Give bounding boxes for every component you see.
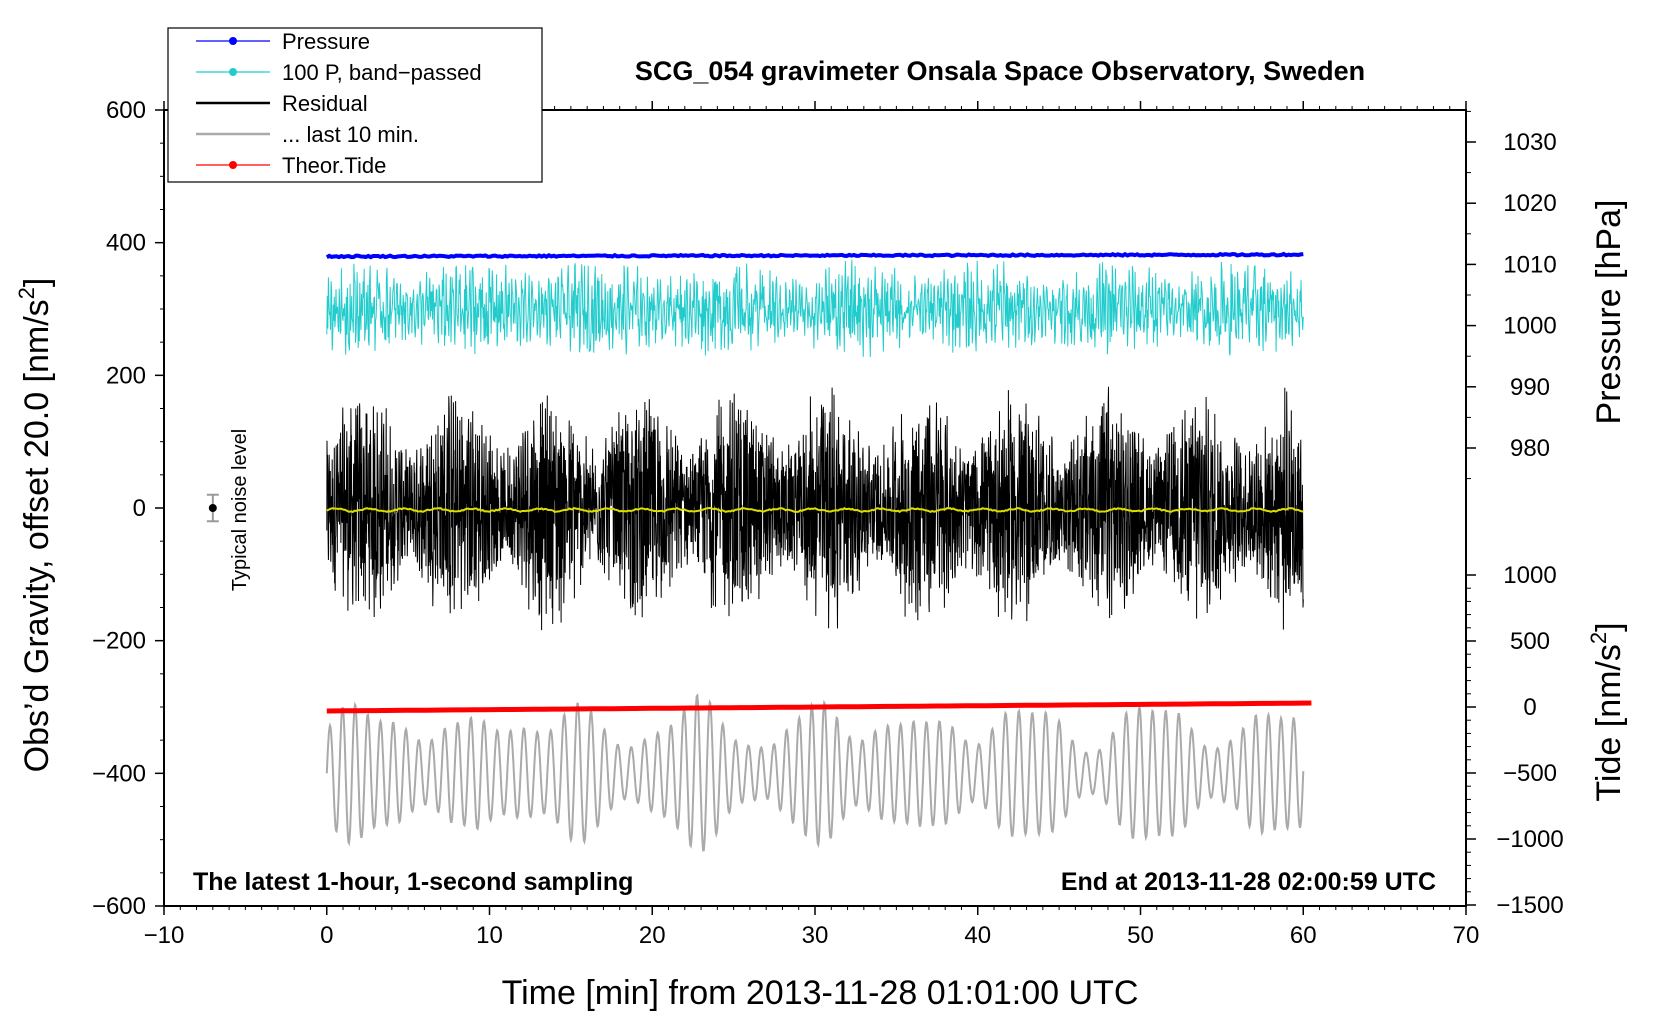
tide-tick-label: 0: [1523, 694, 1536, 721]
y-tick-label: 600: [106, 97, 146, 124]
legend-marker: [229, 37, 237, 45]
legend-marker: [229, 68, 237, 76]
x-tick-label: 20: [639, 922, 666, 949]
legend-label: Theor.Tide: [282, 153, 386, 178]
tide-axis-label: Tide [nm/s2]: [1586, 622, 1628, 801]
x-tick-label: 40: [964, 922, 991, 949]
series-residual: [326, 386, 1304, 631]
series-pressure: [325, 251, 1304, 260]
chart-title: SCG_054 gravimeter Onsala Space Observat…: [635, 56, 1365, 86]
noise-level-label: Typical noise level: [229, 429, 251, 591]
x-tick-label: 50: [1127, 922, 1154, 949]
legend-label: 100 P, band−passed: [282, 60, 482, 85]
x-tick-label: 30: [802, 922, 829, 949]
series-last-10-min: [325, 693, 1305, 852]
end-time-note: End at 2013-11-28 02:00:59 UTC: [1061, 868, 1436, 896]
x-tick-label: 70: [1453, 922, 1480, 949]
tide-tick-label: −500: [1503, 760, 1557, 787]
legend-label: Residual: [282, 91, 368, 116]
typical-noise-bar: [206, 493, 219, 523]
y-tick-label: 200: [106, 362, 146, 389]
legend-box: [167, 27, 543, 183]
pressure-tick-label: 990: [1510, 374, 1550, 401]
tide-tick-label: 1000: [1503, 562, 1556, 589]
y-tick-label: 0: [133, 495, 146, 522]
legend: Pressure 100 P, band−passed Residual ... la…: [167, 27, 543, 183]
y-tick-label: −200: [92, 628, 146, 655]
x-tick-label: 0: [320, 922, 333, 949]
tide-tick-label: −1000: [1496, 826, 1563, 853]
pressure-axis-label: Pressure [hPa]: [1590, 200, 1628, 425]
pressure-tick-label: 1000: [1503, 313, 1556, 340]
y-tick-label: −600: [92, 893, 146, 920]
tide-tick-label: −1500: [1496, 892, 1563, 919]
series-band-passed-pressure: [326, 259, 1304, 358]
x-axis-label: Time [min] from 2013-11-28 01:01:00 UTC: [502, 974, 1139, 1012]
legend-marker: [229, 161, 237, 169]
series-residual-mean: [326, 506, 1304, 514]
pressure-tick-label: 980: [1510, 435, 1550, 462]
sampling-note: The latest 1-hour, 1-second sampling: [193, 868, 633, 896]
y-tick-label: 400: [106, 230, 146, 257]
x-tick-label: 10: [476, 922, 503, 949]
noise-bar-point: [208, 504, 217, 512]
y-axis-label: Obs’d Gravity, offset 20.0 [nm/s2]: [14, 278, 56, 773]
series-theoretical-tide: [326, 700, 1312, 714]
tide-tick-label: 500: [1510, 628, 1550, 655]
x-tick-label: 60: [1290, 922, 1317, 949]
legend-label: ... last 10 min.: [282, 122, 419, 147]
y-tick-label: −400: [92, 760, 146, 787]
pressure-tick-label: 1010: [1503, 251, 1556, 278]
pressure-tick-label: 1030: [1503, 129, 1556, 156]
pressure-tick-label: 1020: [1503, 190, 1556, 217]
legend-label: Pressure: [282, 29, 370, 54]
x-tick-label: −10: [144, 922, 185, 949]
